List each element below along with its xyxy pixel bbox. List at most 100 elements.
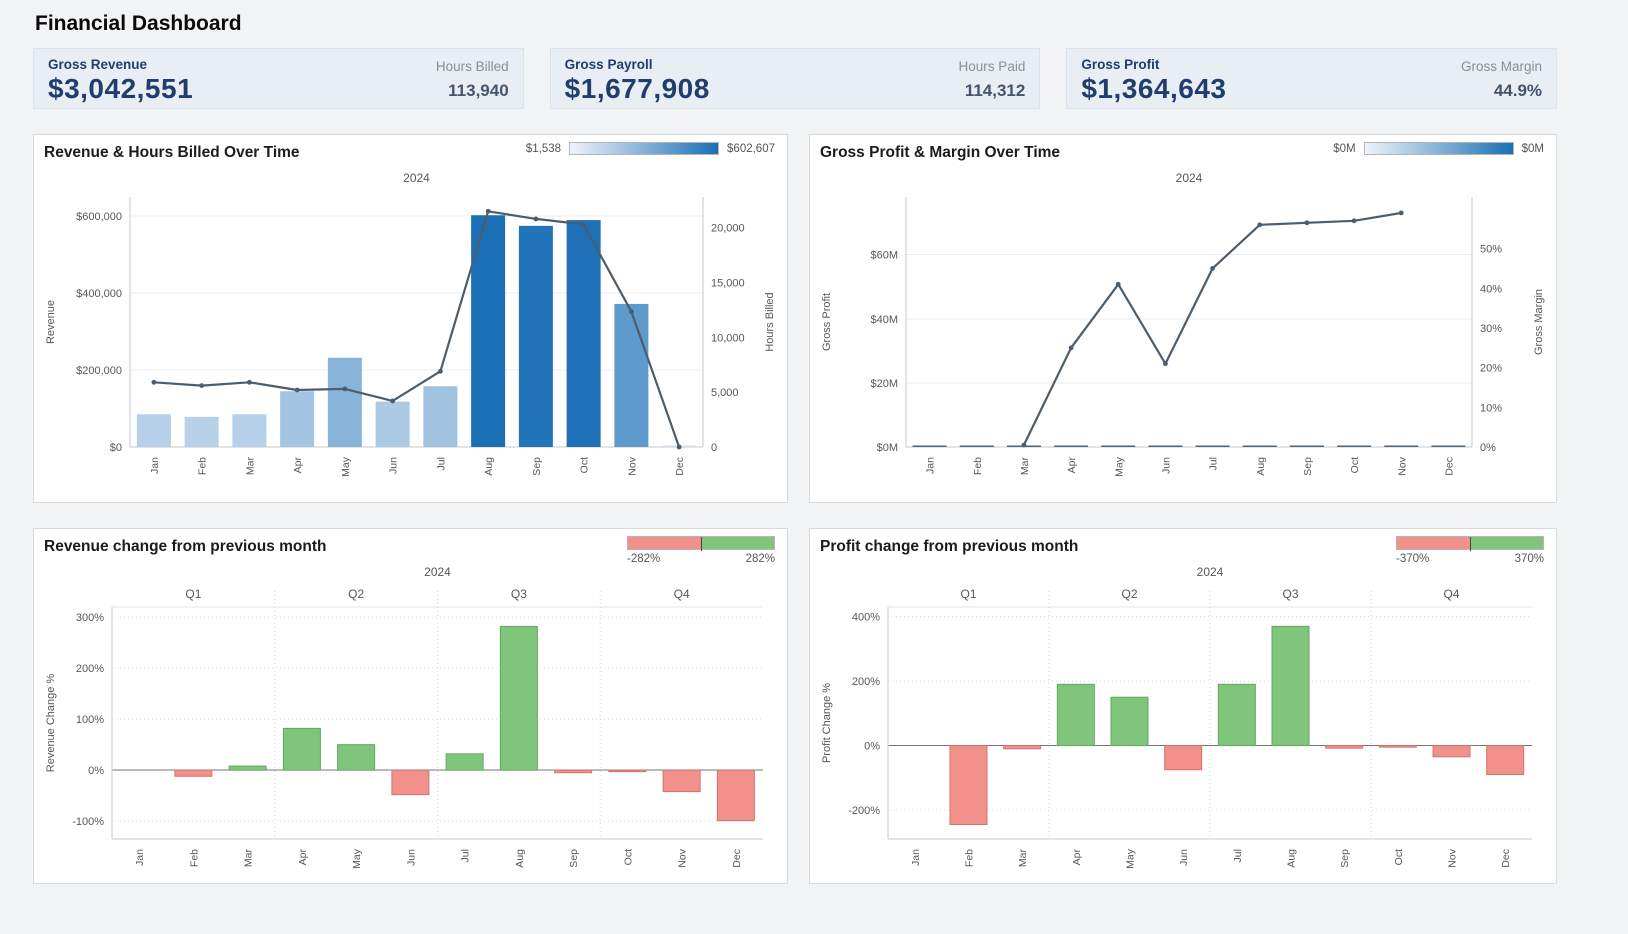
color-legend-profit: $0M $0M (1333, 142, 1544, 155)
svg-text:$40M: $40M (870, 314, 898, 326)
svg-text:Oct: Oct (579, 457, 591, 473)
dashboard: Financial Dashboard Gross Revenue $3,042… (33, 12, 1558, 884)
kpi-side-label: Gross Margin (1460, 59, 1543, 74)
kpi-card-gross-payroll: Gross Payroll $1,677,908 Hours Paid 114,… (549, 48, 1041, 109)
svg-text:Mar: Mar (1017, 849, 1029, 868)
svg-text:Nov: Nov (626, 456, 638, 475)
legend-diverging-bar (627, 536, 775, 551)
svg-text:Jan: Jan (910, 849, 922, 866)
svg-text:2024: 2024 (1197, 565, 1224, 579)
svg-text:Sep: Sep (531, 457, 543, 476)
svg-text:Profit Change %: Profit Change % (821, 683, 833, 763)
svg-text:May: May (1125, 848, 1137, 869)
svg-text:Nov: Nov (677, 848, 689, 867)
svg-text:Nov: Nov (1447, 848, 1459, 867)
svg-text:$600,000: $600,000 (76, 211, 122, 223)
svg-text:200%: 200% (76, 663, 104, 675)
revenue-change-chart[interactable]: -100% 0% 100% 200% 300% 2024 Q1 Q2 Q3 Q4 Jan Feb Mar… (42, 561, 779, 879)
svg-text:2024: 2024 (403, 171, 430, 185)
legend-max-label: 370% (1514, 553, 1544, 565)
svg-text:-200%: -200% (848, 805, 880, 817)
panel-profit-margin: Gross Profit & Margin Over Time $0M $0M … (809, 134, 1557, 503)
svg-text:Aug: Aug (1255, 457, 1267, 476)
svg-text:Mar: Mar (1019, 457, 1031, 476)
svg-text:Jan: Jan (149, 457, 161, 474)
kpi-label: Gross Payroll (564, 57, 653, 72)
svg-text:Apr: Apr (292, 457, 304, 474)
svg-text:May: May (340, 456, 352, 477)
svg-text:$0: $0 (110, 442, 122, 454)
legend-gradient-bar (1363, 142, 1514, 155)
kpi-card-gross-profit: Gross Profit $1,364,643 Gross Margin 44.… (1066, 48, 1558, 109)
svg-text:300%: 300% (76, 612, 104, 624)
profit-margin-chart[interactable]: $0M $20M $40M $60M 0% 10% 20% 30% 40% 50% 2024 Jan F… (818, 167, 1548, 497)
kpi-label: Gross Revenue (48, 57, 148, 72)
svg-text:Jun: Jun (1178, 849, 1190, 866)
legend-min-label: $1,538 (525, 142, 562, 155)
svg-text:Aug: Aug (1286, 849, 1298, 868)
kpi-value: $1,677,908 (564, 73, 710, 104)
svg-text:10%: 10% (1480, 402, 1502, 414)
svg-text:Oct: Oct (1393, 849, 1405, 865)
svg-text:Jul: Jul (435, 457, 447, 470)
color-legend-revenue: $1,538 $602,607 (526, 142, 775, 155)
svg-text:Nov: Nov (1396, 456, 1408, 475)
page-title: Financial Dashboard (35, 12, 242, 35)
svg-text:2024: 2024 (1176, 171, 1203, 185)
svg-text:Q2: Q2 (1121, 587, 1137, 601)
svg-text:Revenue: Revenue (45, 300, 57, 344)
legend-min-label: -370% (1396, 553, 1430, 565)
svg-text:Hours Billed: Hours Billed (764, 292, 776, 351)
svg-text:50%: 50% (1480, 244, 1502, 256)
svg-text:Q4: Q4 (674, 587, 690, 601)
kpi-side-label: Hours Billed (435, 59, 509, 74)
svg-text:$0M: $0M (877, 442, 898, 454)
kpi-value: $3,042,551 (48, 73, 194, 104)
profit-change-chart[interactable]: -200% 0% 200% 400% 2024 Q1 Q2 Q3 Q4 Jan Feb Mar Apr M… (818, 561, 1548, 879)
legend-diverging-bar (1396, 536, 1544, 551)
chart-title: Profit change from previous month (820, 538, 1079, 555)
kpi-row: Gross Revenue $3,042,551 Hours Billed 11… (33, 48, 1558, 109)
legend-gradient-bar (569, 142, 720, 155)
svg-text:$400,000: $400,000 (76, 288, 122, 300)
revenue-hours-chart[interactable]: $0 $200,000 $400,000 $600,000 0 5,000 10,000 15… (42, 167, 779, 497)
svg-text:0%: 0% (864, 741, 880, 753)
panel-revenue-change: Revenue change from previous month -282%… (33, 528, 788, 884)
svg-text:Q2: Q2 (348, 587, 364, 601)
legend-min-label: $0M (1333, 142, 1356, 155)
panel-revenue-hours: Revenue & Hours Billed Over Time $1,538 … (33, 134, 788, 503)
color-legend-profit-change: -370% 370% (1396, 536, 1544, 565)
svg-text:Dec: Dec (1500, 849, 1512, 868)
kpi-side-label: Hours Paid (958, 59, 1026, 74)
svg-text:Feb: Feb (964, 849, 976, 867)
svg-text:Gross Margin: Gross Margin (1533, 289, 1545, 355)
panel-profit-change: Profit change from previous month -370% … (809, 528, 1557, 884)
svg-text:Sep: Sep (1302, 457, 1314, 476)
svg-text:0%: 0% (1480, 442, 1496, 454)
kpi-value: $1,364,643 (1081, 73, 1227, 104)
svg-text:Aug: Aug (514, 849, 526, 868)
svg-text:Jan: Jan (134, 849, 146, 866)
svg-text:Q3: Q3 (1282, 587, 1298, 601)
kpi-side-value: 44.9% (1493, 81, 1543, 100)
svg-text:Jun: Jun (1160, 457, 1172, 474)
svg-text:Q1: Q1 (185, 587, 201, 601)
svg-text:Oct: Oct (1349, 457, 1361, 473)
svg-text:0: 0 (711, 442, 717, 454)
svg-text:Jul: Jul (1208, 457, 1220, 470)
svg-text:-100%: -100% (72, 816, 104, 828)
chart-title: Revenue & Hours Billed Over Time (44, 144, 300, 161)
svg-text:Q1: Q1 (960, 587, 976, 601)
legend-min-label: -282% (627, 553, 661, 565)
color-legend-revenue-change: -282% 282% (627, 536, 775, 565)
legend-max-label: $0M (1521, 142, 1544, 155)
legend-max-label: $602,607 (727, 142, 775, 155)
kpi-card-gross-revenue: Gross Revenue $3,042,551 Hours Billed 11… (33, 48, 524, 109)
svg-text:Jun: Jun (388, 457, 400, 474)
svg-text:$200,000: $200,000 (76, 365, 122, 377)
charts-grid: Revenue & Hours Billed Over Time $1,538 … (33, 134, 1557, 884)
kpi-side-value: 113,940 (448, 81, 509, 100)
svg-text:200%: 200% (852, 676, 880, 688)
svg-text:Jul: Jul (1232, 849, 1244, 862)
svg-text:May: May (1113, 456, 1125, 477)
